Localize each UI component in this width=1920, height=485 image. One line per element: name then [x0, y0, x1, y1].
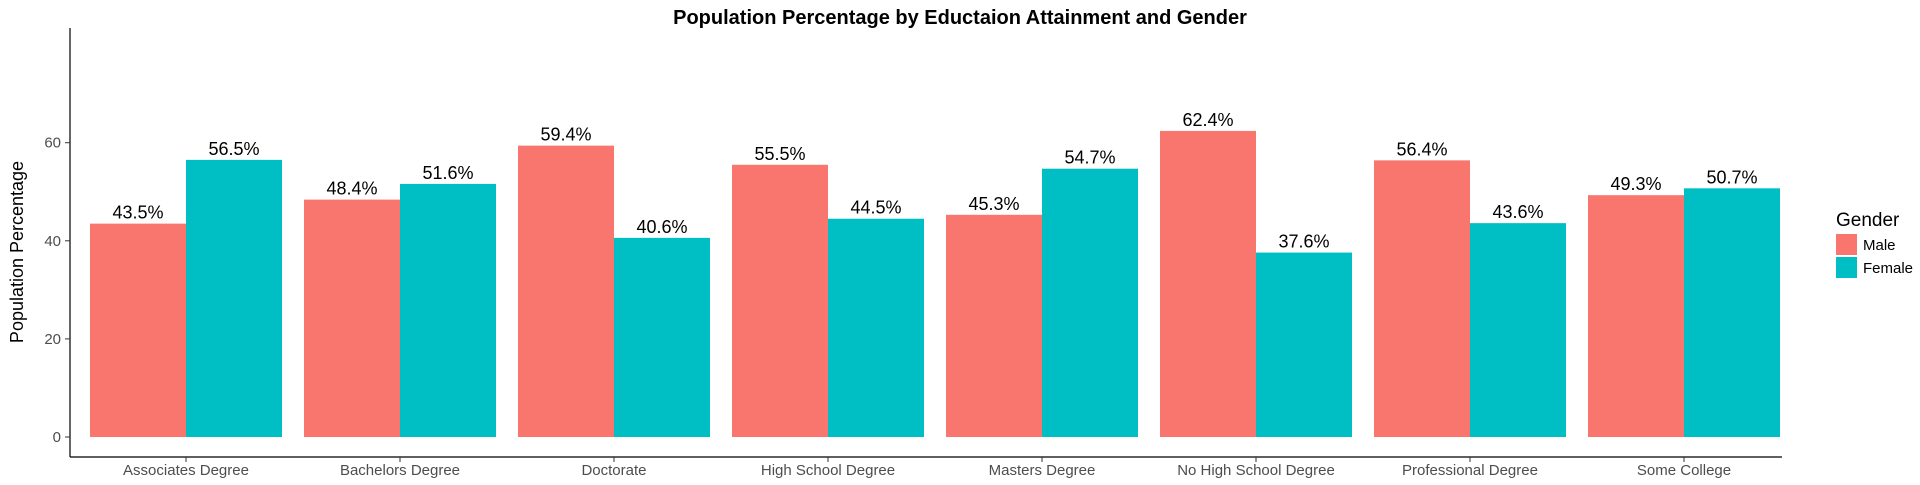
x-tick-label-4: Masters Degree — [989, 462, 1096, 479]
chart-title: Population Percentage by Eductaion Attai… — [673, 7, 1247, 29]
data-label-female-5: 37.6% — [1278, 232, 1329, 252]
bar-female-7 — [1684, 188, 1780, 437]
data-label-female-4: 54.7% — [1064, 148, 1115, 168]
data-label-female-3: 44.5% — [850, 198, 901, 218]
data-label-male-3: 55.5% — [754, 144, 805, 164]
y-axis-title: Population Percentage — [7, 161, 27, 343]
data-label-female-0: 56.5% — [208, 139, 259, 159]
bar-male-5 — [1160, 130, 1256, 438]
axes-layer: 0 20 40 60 Associates Degree Bachelors Degree… — [44, 28, 1782, 479]
x-tick-label-0: Associates Degree — [123, 462, 249, 479]
bar-female-1 — [400, 183, 496, 437]
bar-female-4 — [1042, 168, 1138, 437]
bar-male-0 — [90, 223, 186, 437]
y-tick-label-0: 0 — [53, 429, 61, 446]
legend: Gender Male Female — [1836, 210, 1913, 278]
data-label-male-1: 48.4% — [326, 179, 377, 199]
legend-label-male: Male — [1863, 237, 1896, 254]
bar-male-2 — [518, 145, 614, 437]
bar-female-2 — [614, 237, 710, 437]
legend-title: Gender — [1836, 210, 1900, 231]
bar-female-3 — [828, 218, 924, 437]
bars-layer — [90, 130, 1780, 438]
data-labels-layer: 43.5% 56.5% 48.4% 51.6% 59.4% 40.6% 55.5% 44.5%… — [112, 110, 1757, 252]
x-tick-label-1: Bachelors Degree — [340, 462, 460, 479]
data-label-female-2: 40.6% — [636, 217, 687, 237]
legend-label-female: Female — [1863, 260, 1913, 277]
data-label-male-7: 49.3% — [1610, 174, 1661, 194]
x-tick-label-2: Doctorate — [581, 462, 646, 479]
data-label-female-1: 51.6% — [422, 163, 473, 183]
data-label-male-2: 59.4% — [540, 125, 591, 145]
bar-male-6 — [1374, 160, 1470, 437]
legend-key-female — [1836, 257, 1857, 278]
data-label-female-6: 43.6% — [1492, 202, 1543, 222]
bar-female-6 — [1470, 223, 1566, 437]
x-tick-label-5: No High School Degree — [1177, 462, 1335, 479]
legend-key-male — [1836, 234, 1857, 255]
data-label-male-0: 43.5% — [112, 203, 163, 223]
bar-male-1 — [304, 199, 400, 437]
bar-male-7 — [1588, 195, 1684, 437]
data-label-male-4: 45.3% — [968, 194, 1019, 214]
data-label-female-7: 50.7% — [1706, 167, 1757, 187]
bar-female-0 — [186, 159, 282, 437]
x-tick-label-6: Professional Degree — [1402, 462, 1538, 479]
x-tick-label-3: High School Degree — [761, 462, 895, 479]
x-tick-label-7: Some College — [1637, 462, 1731, 479]
y-tick-label-40: 40 — [44, 233, 61, 250]
y-tick-label-20: 20 — [44, 331, 61, 348]
bar-male-4 — [946, 214, 1042, 437]
data-label-male-5: 62.4% — [1182, 110, 1233, 130]
bar-male-3 — [732, 164, 828, 437]
y-tick-label-60: 60 — [44, 135, 61, 152]
data-label-male-6: 56.4% — [1396, 139, 1447, 159]
bar-female-5 — [1256, 252, 1352, 437]
